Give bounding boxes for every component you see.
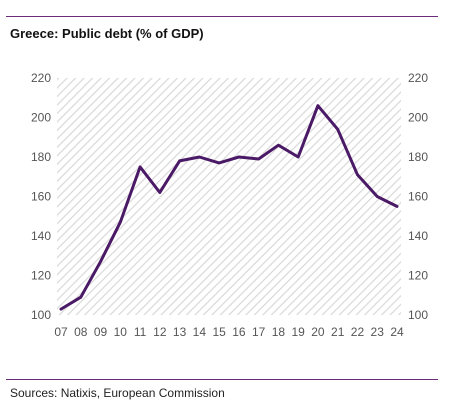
- x-tick-label: 08: [74, 325, 88, 339]
- y-tick-label-right: 200: [408, 111, 428, 125]
- y-tick-label-right: 120: [408, 269, 428, 283]
- y-tick-label-right: 140: [408, 229, 428, 243]
- y-tick-label-right: 220: [408, 71, 428, 85]
- x-tick-label: 23: [371, 325, 385, 339]
- source-note: Sources: Natixis, European Commission: [10, 386, 225, 400]
- x-tick-label: 13: [173, 325, 187, 339]
- x-tick-label: 19: [291, 325, 305, 339]
- y-tick-label-left: 160: [31, 190, 51, 204]
- series-line: [59, 104, 399, 311]
- y-tick-label-left: 140: [31, 229, 51, 243]
- x-tick-label: 20: [311, 325, 325, 339]
- x-tick-label: 10: [114, 325, 128, 339]
- plot-area: [57, 78, 401, 315]
- x-tick-label: 16: [232, 325, 246, 339]
- y-tick-label-left: 120: [31, 269, 51, 283]
- x-tick-label: 24: [390, 325, 404, 339]
- y-tick-label-left: 200: [31, 111, 51, 125]
- y-tick-label-right: 100: [408, 308, 428, 322]
- chart-title: Greece: Public debt (% of GDP): [10, 26, 204, 41]
- x-tick-label: 09: [94, 325, 108, 339]
- y-tick-label-left: 100: [31, 308, 51, 322]
- y-tick-label-right: 160: [408, 190, 428, 204]
- x-tick-label: 18: [272, 325, 286, 339]
- bottom-rule: [6, 379, 438, 380]
- y-tick-label-left: 220: [31, 71, 51, 85]
- y-tick-label-right: 180: [408, 150, 428, 164]
- x-tick-label: 15: [212, 325, 226, 339]
- x-tick-label: 17: [252, 325, 266, 339]
- x-tick-label: 11: [134, 325, 147, 339]
- top-rule: [6, 16, 438, 17]
- y-tick-label-left: 180: [31, 150, 51, 164]
- x-tick-label: 12: [153, 325, 167, 339]
- x-tick-label: 14: [193, 325, 207, 339]
- x-tick-label: 22: [351, 325, 365, 339]
- x-tick-label: 21: [331, 325, 345, 339]
- x-tick-label: 07: [54, 325, 68, 339]
